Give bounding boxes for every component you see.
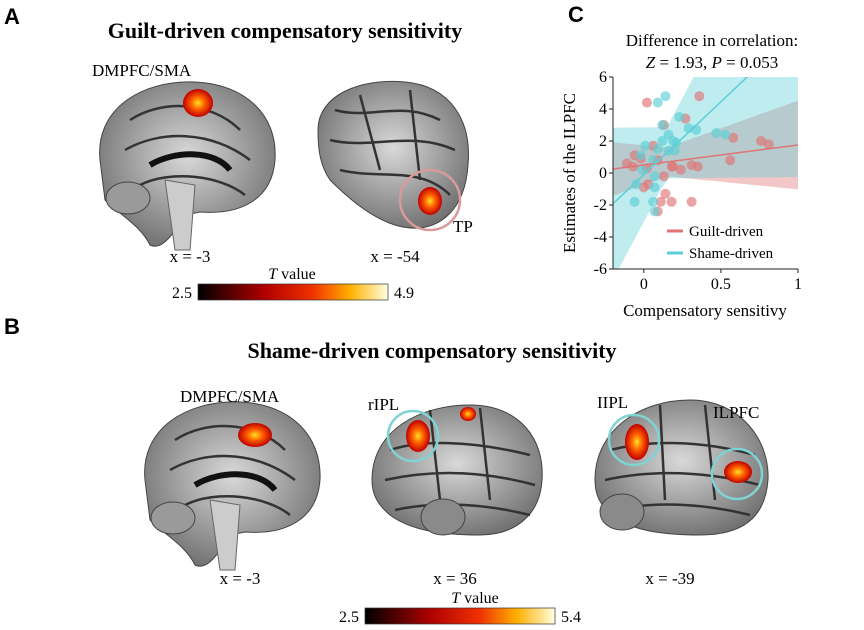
panel-label-b: B	[4, 314, 20, 339]
data-point	[691, 124, 702, 135]
data-point	[649, 206, 660, 217]
y-tick-label: 4	[599, 101, 607, 118]
region-label-dmpfc-sma-b: DMPFC/SMA	[180, 387, 280, 406]
panel-b-title: Shame-driven compensatory sensitivity	[247, 338, 616, 363]
slice-label: x = -3	[170, 247, 211, 266]
data-point	[637, 164, 648, 175]
y-tick-label: -6	[594, 261, 607, 278]
region-label-ripl: rIPL	[368, 395, 399, 414]
data-point	[756, 136, 766, 146]
roi-circle-ripl	[386, 409, 440, 463]
data-point	[725, 155, 736, 166]
x-tick-label: 0	[640, 276, 648, 293]
y-tick-label: -2	[594, 197, 607, 214]
data-point	[671, 137, 682, 148]
data-point	[763, 139, 774, 150]
data-point	[666, 161, 677, 172]
data-point	[658, 171, 669, 182]
roi-circle-tp	[398, 168, 462, 232]
y-tick-label: 6	[599, 69, 607, 86]
colorbar-min: 2.5	[172, 285, 192, 302]
regression-line	[613, 144, 798, 170]
brain-left-lateral-b	[594, 399, 769, 536]
colorbar-title: T value	[451, 590, 499, 607]
slice-label: x = -54	[370, 247, 420, 266]
y-tick-label: 2	[599, 133, 607, 150]
confidence-band	[613, 77, 798, 269]
data-point	[728, 132, 739, 143]
colorbar-max: 5.4	[561, 609, 581, 626]
data-point	[674, 112, 685, 122]
legend-label: Guilt-driven	[689, 224, 764, 240]
x-axis-label: Compensatory sensitivy	[623, 301, 787, 320]
panel-a-title: Guilt-driven compensatory sensitivity	[108, 18, 462, 43]
region-label-tp: TP	[453, 217, 473, 236]
data-point	[686, 196, 697, 207]
colorbar-max: 4.9	[394, 285, 414, 302]
colorbar-b: T value 2.5 5.4	[339, 590, 581, 626]
y-axis-label: Estimates of the ILPFC	[560, 93, 579, 253]
x-tick-label: 1	[794, 276, 802, 293]
slice-label: x = -39	[645, 569, 694, 588]
y-tick-label: -4	[594, 229, 607, 246]
data-point	[660, 91, 671, 102]
data-point	[675, 164, 686, 175]
region-label-lipl: IIPL	[597, 393, 628, 412]
data-point	[666, 196, 677, 207]
data-point	[635, 150, 646, 161]
colorbar-a: T value 2.5 4.9	[172, 266, 414, 302]
panel-label-c: C	[568, 2, 584, 27]
data-point	[631, 179, 642, 190]
data-point	[629, 196, 640, 207]
chart-title: Difference in correlation:	[626, 31, 798, 50]
panel-label-a: A	[4, 4, 20, 29]
data-point	[652, 97, 663, 108]
data-point	[652, 144, 663, 154]
data-point	[648, 196, 659, 207]
colorbar-min: 2.5	[339, 609, 359, 626]
slice-label: x = -3	[220, 569, 261, 588]
regression-line	[613, 77, 749, 205]
data-point	[720, 129, 731, 140]
data-point	[694, 91, 705, 102]
data-point	[692, 161, 703, 172]
x-tick-label: 0.5	[711, 276, 731, 293]
chart-subtitle: Z = 1.93, P = 0.053	[646, 53, 779, 72]
data-point	[649, 171, 660, 182]
slice-label: x = 36	[433, 569, 477, 588]
data-point	[657, 136, 668, 146]
y-tick-label: 0	[599, 165, 607, 182]
data-point	[640, 140, 651, 151]
roi-circle-lpfc	[710, 447, 764, 501]
legend-label: Shame-driven	[689, 246, 774, 262]
data-point	[649, 182, 660, 193]
brain-right-lateral-b	[371, 404, 543, 536]
colorbar-title: T value	[268, 266, 316, 283]
data-point	[711, 128, 722, 138]
brain-medial-b	[144, 401, 321, 571]
data-point	[655, 196, 666, 207]
region-label-lpfc: ILPFC	[713, 403, 759, 422]
brain-medial-a	[99, 81, 276, 251]
roi-circle-lipl	[607, 413, 661, 467]
confidence-band	[613, 100, 798, 196]
data-point	[660, 188, 671, 199]
brain-lateral-a	[317, 80, 469, 232]
data-point	[641, 97, 652, 108]
data-point	[657, 120, 668, 130]
region-label-dmpfc-sma-a: DMPFC/SMA	[92, 61, 192, 80]
scatter-chart: -6 -4 -2 0 2 4 6 0 0.5 1 Guilt-driven Shame-driven	[594, 69, 802, 293]
activation-blob	[183, 89, 213, 117]
data-point	[669, 145, 680, 156]
